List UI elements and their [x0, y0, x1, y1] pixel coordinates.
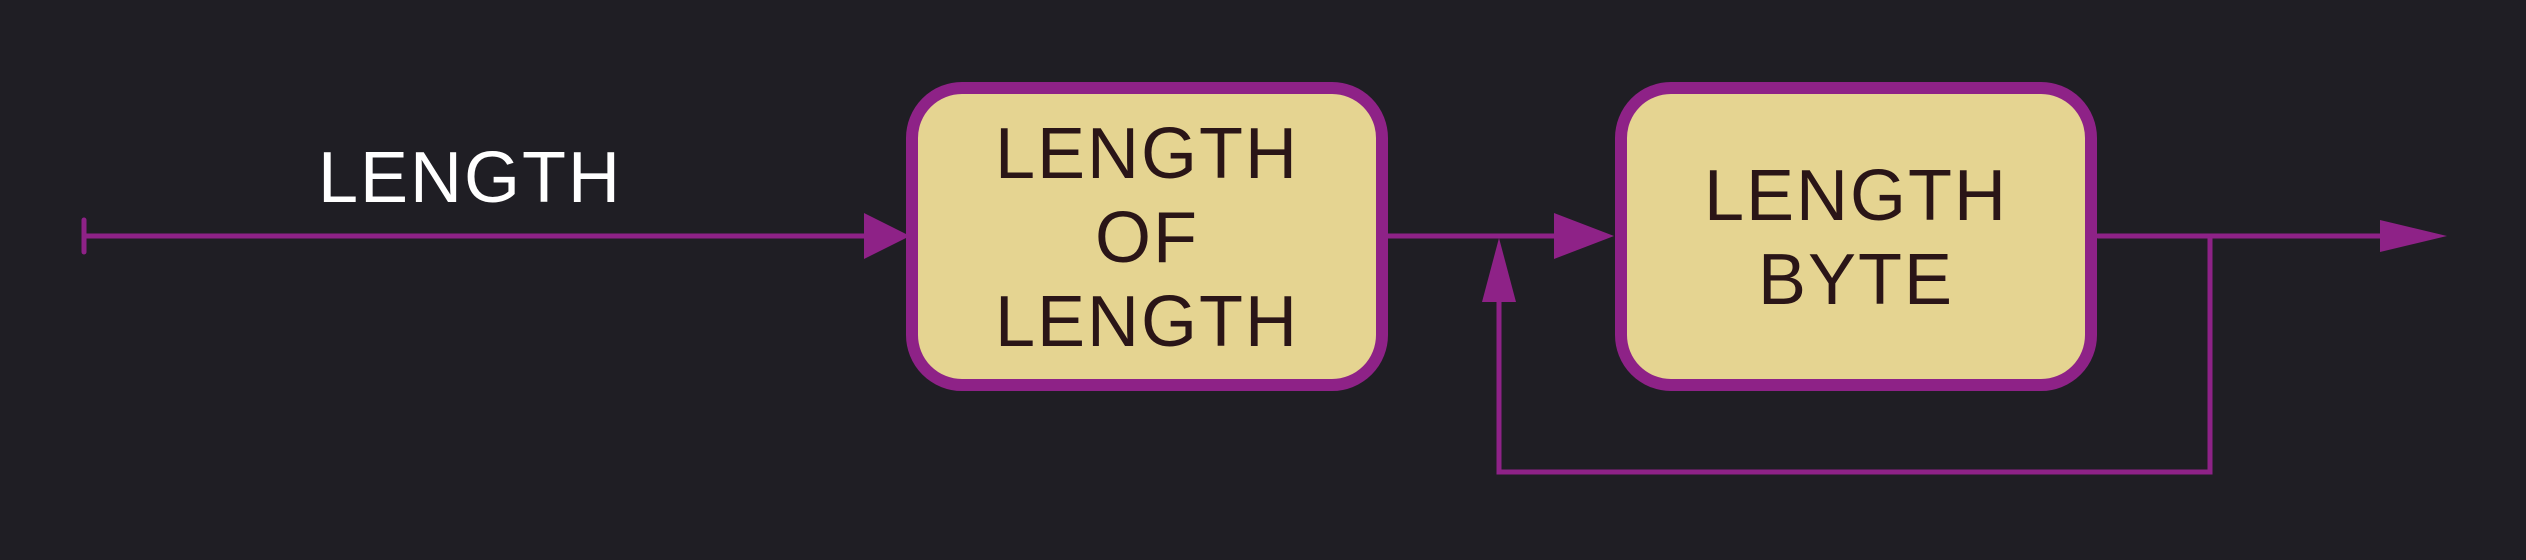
node-length-byte-line-2: BYTE [1758, 240, 1954, 320]
node-length-of-length-line-2: OF [1095, 198, 1199, 278]
node-length-byte-box [1621, 88, 2091, 385]
edge-label-length: LENGTH [318, 138, 622, 218]
node-length-of-length: LENGTH OF LENGTH [912, 88, 1382, 385]
arrowhead-loop-back [1482, 238, 1516, 302]
node-length-of-length-line-1: LENGTH [995, 114, 1299, 194]
arrowhead-to-length-byte [1554, 213, 1614, 259]
node-length-byte: LENGTH BYTE [1621, 88, 2091, 385]
node-length-of-length-line-3: LENGTH [995, 282, 1299, 362]
node-length-byte-line-1: LENGTH [1704, 156, 2008, 236]
arrowhead-end [2380, 220, 2447, 252]
arrowhead-to-length-of-length [864, 213, 910, 259]
